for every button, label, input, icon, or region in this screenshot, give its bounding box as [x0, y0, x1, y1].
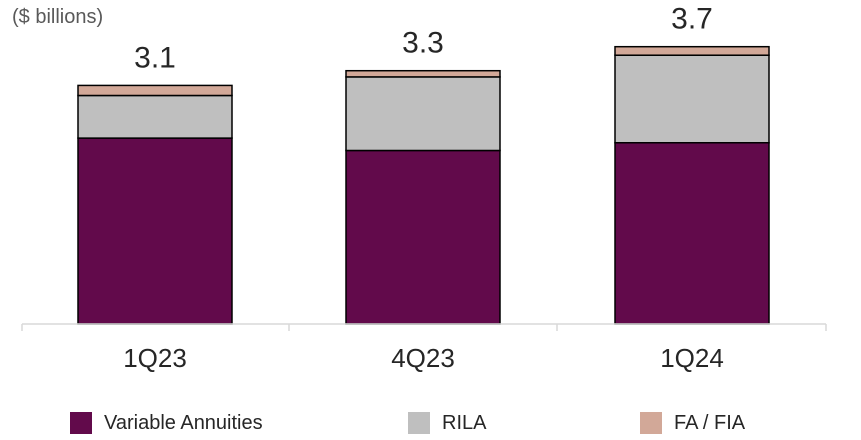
bar-1q24-variable-annuities [614, 141, 770, 325]
legend-label-variable-annuities: Variable Annuities [104, 411, 263, 434]
bar-1q23-fa-fia [77, 84, 233, 97]
legend-item-rila: RILA [408, 408, 486, 438]
category-label-1q24: 1Q24 [660, 343, 724, 373]
total-label-1q24: 3.7 [671, 3, 713, 36]
bar-1q24-rila [614, 54, 770, 144]
legend-swatch-rila [408, 412, 430, 434]
legend-item-fa-fia: FA / FIA [640, 408, 745, 438]
bar-1q23-variable-annuities [77, 137, 233, 325]
legend-label-rila: RILA [442, 411, 487, 434]
legend-swatch-variable-annuities [70, 412, 92, 434]
legend-swatch-fa-fia [640, 412, 662, 434]
stacked-bar-chart: 3.1 1Q23 3.3 4Q23 3.7 1Q24 [21, 3, 827, 373]
category-label-1q23: 1Q23 [123, 343, 187, 373]
bar-4q23-variable-annuities [345, 149, 501, 325]
legend-label-fa-fia: FA / FIA [674, 411, 746, 434]
total-label-1q23: 3.1 [134, 41, 176, 74]
bar-4q23-fa-fia [345, 69, 501, 78]
bar-1q23-rila [77, 94, 233, 139]
category-label-4q23: 4Q23 [391, 343, 455, 373]
bar-4q23-rila [345, 76, 501, 152]
bar-1q24-fa-fia [614, 45, 770, 56]
legend: Variable Annuities RILA FA / FIA [0, 408, 861, 438]
total-label-4q23: 3.3 [402, 27, 444, 60]
unit-label: ($ billions) [12, 6, 104, 28]
legend-item-variable-annuities: Variable Annuities [70, 408, 263, 438]
